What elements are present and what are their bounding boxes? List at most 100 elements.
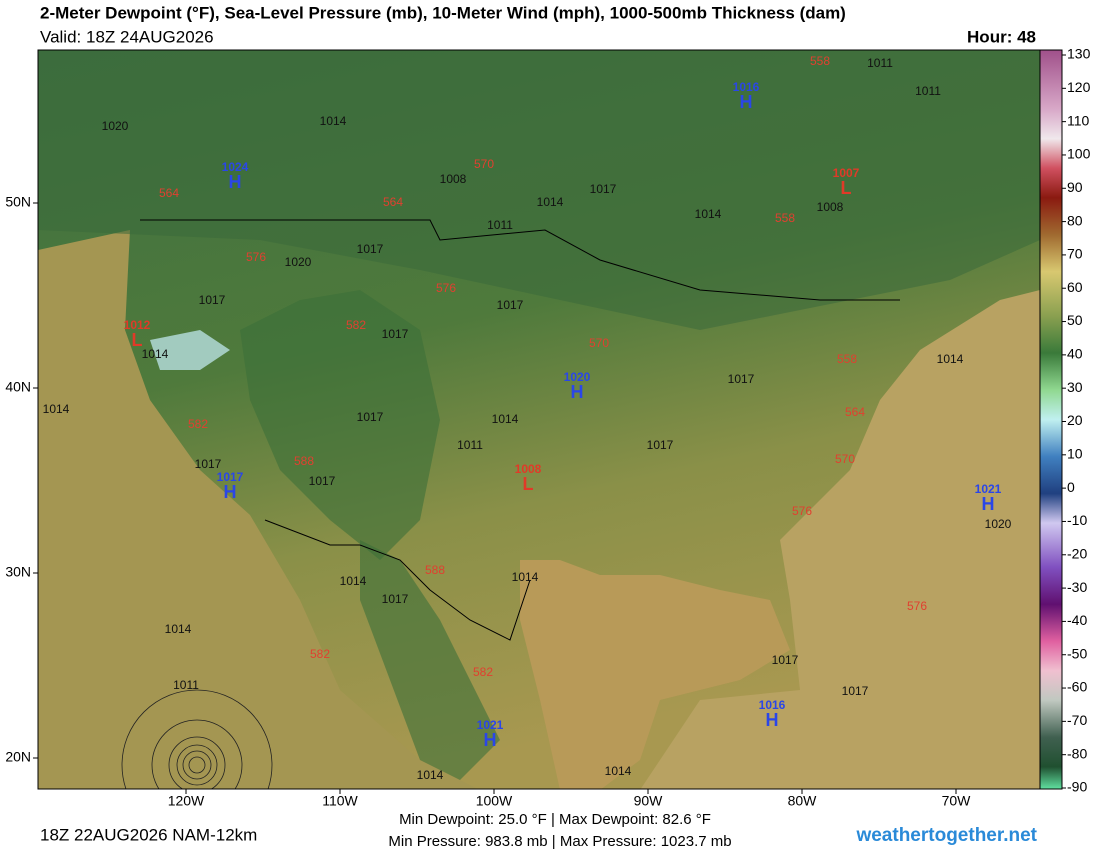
center-letter: H bbox=[982, 494, 995, 514]
colorbar-label: 0 bbox=[1067, 479, 1075, 495]
center-value: 1021 bbox=[975, 482, 1002, 496]
center-letter: L bbox=[132, 330, 143, 350]
isobar-label: 1017 bbox=[647, 438, 674, 452]
rockies-green bbox=[240, 290, 440, 560]
northern-green bbox=[38, 50, 1040, 330]
isobar-label: 1020 bbox=[985, 517, 1012, 531]
isobar-label: 1020 bbox=[102, 119, 129, 133]
map-area: 1020 101410081011101710201017101410171017… bbox=[38, 50, 1040, 789]
pressure-range: Min Pressure: 983.8 mb | Max Pressure: 1… bbox=[388, 833, 731, 850]
map-labels: 1020 101410081011101710201017101410171017… bbox=[43, 54, 1012, 782]
colorbar-label: -20 bbox=[1067, 545, 1087, 561]
colorbar-label: -70 bbox=[1067, 712, 1087, 728]
colorbar-label: 60 bbox=[1067, 279, 1083, 295]
thickness-label: 582 bbox=[346, 318, 366, 332]
thickness-label: 576 bbox=[907, 599, 927, 613]
thickness-label: 564 bbox=[845, 405, 865, 419]
isobar-label: 1011 bbox=[457, 438, 483, 452]
isobar-label: 1014 bbox=[340, 574, 367, 588]
isobar-label: 1017 bbox=[199, 293, 226, 307]
colorbar-label: -10 bbox=[1067, 512, 1087, 528]
center-letter: H bbox=[571, 382, 584, 402]
lon-label: 90W bbox=[634, 793, 664, 809]
isobar-label: 1014 bbox=[492, 412, 519, 426]
hurricane-isobars bbox=[121, 689, 273, 789]
thickness-label: 588 bbox=[425, 563, 445, 577]
thickness-label: 570 bbox=[474, 157, 494, 171]
center-value: 1020 bbox=[564, 370, 591, 384]
colorbar-label: -60 bbox=[1067, 679, 1087, 695]
isobar-label: 1014 bbox=[537, 195, 564, 209]
thickness-label: 576 bbox=[436, 281, 456, 295]
gulf bbox=[520, 560, 790, 789]
border bbox=[140, 219, 900, 301]
lon-label: 70W bbox=[942, 793, 972, 809]
thickness-label: 582 bbox=[310, 647, 330, 661]
colorbar-label: 120 bbox=[1067, 79, 1091, 95]
center-value: 1017 bbox=[217, 470, 244, 484]
isobar-label: 1020 bbox=[285, 255, 312, 269]
center-letter: H bbox=[224, 482, 237, 502]
lon-label: 100W bbox=[476, 793, 513, 809]
lat-label: 30N bbox=[5, 564, 31, 580]
isobar-label: 1017 bbox=[357, 410, 384, 424]
center-letter: L bbox=[841, 178, 852, 198]
isobar-label: 1017 bbox=[309, 474, 336, 488]
site-link[interactable]: weathertogether.net bbox=[855, 825, 1037, 846]
isobar-label: 1011 bbox=[867, 56, 893, 70]
colorbar-label: 20 bbox=[1067, 412, 1083, 428]
center-value: 1024 bbox=[222, 160, 249, 174]
isobar-label: 1017 bbox=[382, 327, 409, 341]
thickness-label: 570 bbox=[835, 452, 855, 466]
isobar-label: 1017 bbox=[772, 653, 799, 667]
colorbar-label: 50 bbox=[1067, 312, 1083, 328]
dry-area bbox=[150, 330, 230, 370]
center-letter: H bbox=[766, 710, 779, 730]
center-letter: H bbox=[229, 172, 242, 192]
lon-label: 120W bbox=[168, 793, 205, 809]
lon-label: 80W bbox=[788, 793, 818, 809]
isobar-label: 1011 bbox=[487, 218, 513, 232]
center-value: 1007 bbox=[833, 166, 860, 180]
isobar-label: 1008 bbox=[817, 200, 844, 214]
isobar-label: 1017 bbox=[728, 372, 755, 386]
isobar-label: 1017 bbox=[842, 684, 869, 698]
isobar-label: 1017 bbox=[357, 242, 384, 256]
atlantic bbox=[640, 290, 1040, 789]
center-letter: L bbox=[523, 474, 534, 494]
center-value: 1012 bbox=[124, 318, 151, 332]
isobar-label: 1011 bbox=[173, 678, 199, 692]
colorbar-label: 90 bbox=[1067, 179, 1083, 195]
isobar-label: 1014 bbox=[165, 622, 192, 636]
colorbar-label: -30 bbox=[1067, 579, 1087, 595]
thickness-label: 576 bbox=[792, 504, 812, 518]
center-value: 1021 bbox=[477, 718, 504, 732]
isobar-label: 1014 bbox=[512, 570, 539, 584]
model-run: 18Z 22AUG2026 NAM-12km bbox=[40, 825, 257, 844]
isobar-label: 1017 bbox=[497, 298, 524, 312]
thickness-label: 558 bbox=[775, 211, 795, 225]
isobar-label: 1017 bbox=[590, 182, 617, 196]
colorbar bbox=[1039, 49, 1063, 790]
valid-time: Valid: 18Z 24AUG2026 bbox=[40, 27, 214, 46]
colorbar-label: 110 bbox=[1067, 112, 1090, 128]
thickness-label: 576 bbox=[246, 250, 266, 264]
lat-label: 40N bbox=[5, 379, 31, 395]
colorbar-label: 100 bbox=[1067, 146, 1091, 162]
isobar-label: 1014 bbox=[695, 207, 722, 221]
lat-label: 20N bbox=[5, 749, 31, 765]
lon-label: 110W bbox=[322, 793, 358, 809]
colorbar-label: 70 bbox=[1067, 246, 1083, 262]
colorbar-label: -90 bbox=[1067, 779, 1087, 795]
thickness-label: 582 bbox=[188, 417, 208, 431]
isobar-label: 1017 bbox=[195, 457, 222, 471]
isobar-label: 1014 bbox=[937, 352, 964, 366]
colorbar-label: 30 bbox=[1067, 379, 1083, 395]
thickness-label: 558 bbox=[837, 352, 857, 366]
center-letter: H bbox=[484, 730, 497, 750]
thickness-label: 564 bbox=[383, 195, 403, 209]
title: 2-Meter Dewpoint (°F), Sea-Level Pressur… bbox=[40, 3, 846, 22]
forecast-hour: Hour: 48 bbox=[967, 27, 1036, 46]
isobar-label: 1014 bbox=[417, 768, 444, 782]
